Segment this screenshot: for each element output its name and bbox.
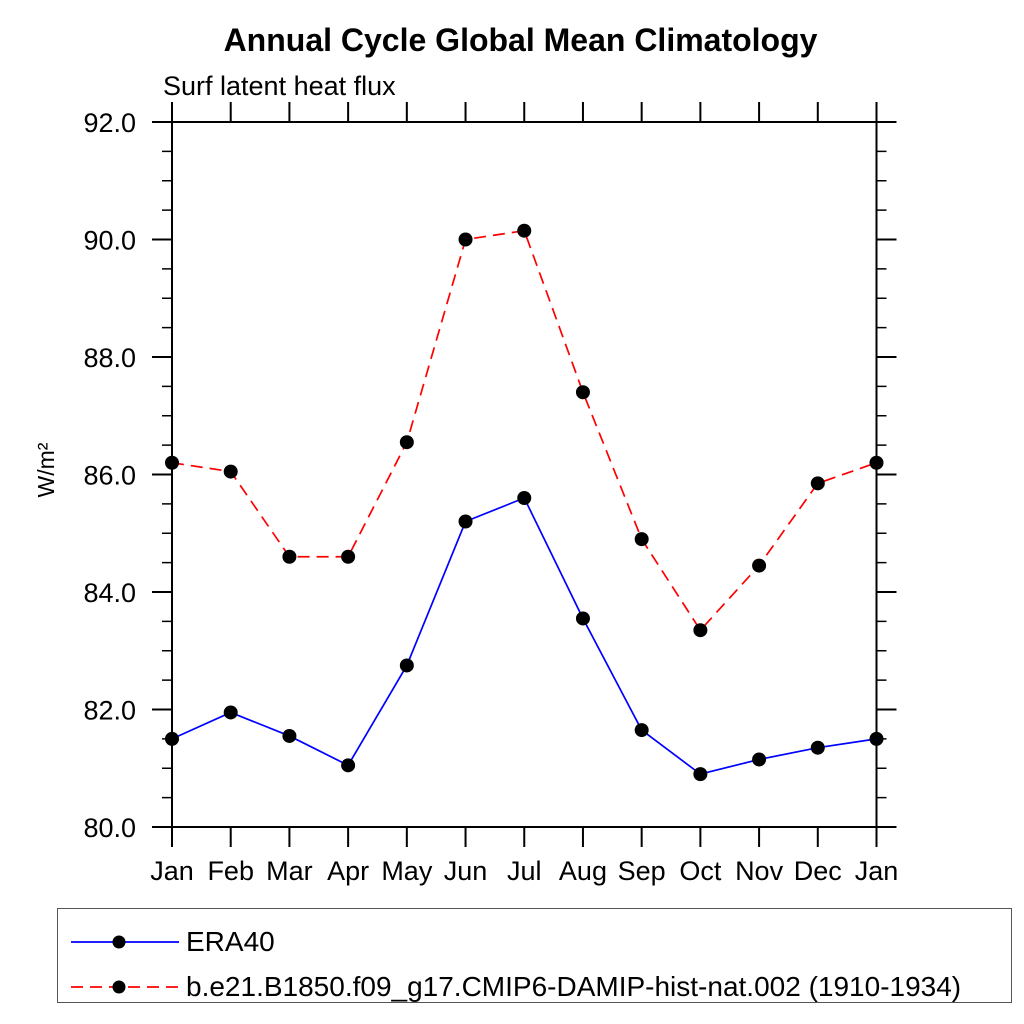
x-tick-label: Sep xyxy=(618,856,666,886)
x-tick-label: Aug xyxy=(559,856,607,886)
data-point-1-7 xyxy=(575,385,590,400)
x-tick-label: Mar xyxy=(266,856,313,886)
data-point-1-1 xyxy=(223,464,238,479)
series-line-1 xyxy=(171,229,877,632)
x-tick-label: Jun xyxy=(444,856,488,886)
data-point-0-8 xyxy=(634,723,649,738)
y-tick-label: 80.0 xyxy=(83,813,136,843)
legend-line-sample-solid xyxy=(71,935,179,948)
x-tick-label: Nov xyxy=(735,856,784,886)
data-point-0-11 xyxy=(810,740,825,755)
chart-subtitle: Surf latent heat flux xyxy=(163,71,396,101)
x-tick-label: Apr xyxy=(327,856,369,886)
data-point-0-9 xyxy=(693,767,708,782)
data-point-1-10 xyxy=(752,558,767,573)
data-point-0-5 xyxy=(458,514,473,529)
data-point-0-3 xyxy=(341,758,356,773)
data-point-1-9 xyxy=(693,623,708,638)
data-point-1-2 xyxy=(282,549,297,564)
legend-entry-era40: ERA40 xyxy=(71,919,1011,964)
x-tick-label: Jan xyxy=(150,856,194,886)
y-axis-label: W/m² xyxy=(33,442,59,497)
data-point-1-12 xyxy=(869,455,884,470)
legend-entry-model: b.e21.B1850.f09_g17.CMIP6-DAMIP-hist-nat… xyxy=(71,964,1011,1009)
data-point-0-2 xyxy=(282,728,297,743)
legend-label-model: b.e21.B1850.f09_g17.CMIP6-DAMIP-hist-nat… xyxy=(186,970,962,1002)
y-tick-label: 82.0 xyxy=(83,696,136,726)
data-point-1-5 xyxy=(458,232,473,247)
legend-marker-dot xyxy=(112,980,126,993)
data-point-1-11 xyxy=(810,476,825,491)
data-point-0-7 xyxy=(575,611,590,626)
data-point-0-6 xyxy=(517,491,532,505)
data-point-1-3 xyxy=(341,549,356,564)
y-tick-label: 88.0 xyxy=(83,343,136,373)
legend-label-era40: ERA40 xyxy=(186,925,275,957)
data-point-0-10 xyxy=(752,752,767,767)
y-tick-label: 84.0 xyxy=(83,578,136,608)
legend-box: ERA40 b.e21.B1850.f09_g17.CMIP6-DAMIP-hi… xyxy=(57,908,1012,1003)
data-point-0-4 xyxy=(399,658,414,673)
y-tick-label: 86.0 xyxy=(83,461,136,491)
x-tick-label: Jan xyxy=(855,856,899,886)
legend-line-sample-dashed xyxy=(71,980,179,993)
x-tick-label: Feb xyxy=(207,856,254,886)
data-point-1-6 xyxy=(517,223,532,238)
data-point-0-12 xyxy=(869,731,884,746)
x-tick-label: Jul xyxy=(507,856,542,886)
x-tick-label: Dec xyxy=(794,856,842,886)
plot-area: Jan Feb Mar Apr May Jun Jul Aug Sep Oct Nov Dec Jan 8… xyxy=(33,102,899,886)
data-point-1-4 xyxy=(399,435,414,450)
data-point-1-8 xyxy=(634,532,649,547)
y-tick-label: 92.0 xyxy=(83,108,136,138)
y-tick-label: 90.0 xyxy=(83,226,136,256)
data-point-0-1 xyxy=(223,705,238,720)
data-point-0-0 xyxy=(165,731,179,746)
legend-marker-dot xyxy=(112,935,126,948)
data-point-1-0 xyxy=(165,455,179,470)
x-tick-label: May xyxy=(381,856,433,886)
x-tick-label: Oct xyxy=(679,856,722,886)
chart-title: Annual Cycle Global Mean Climatology xyxy=(223,22,818,58)
